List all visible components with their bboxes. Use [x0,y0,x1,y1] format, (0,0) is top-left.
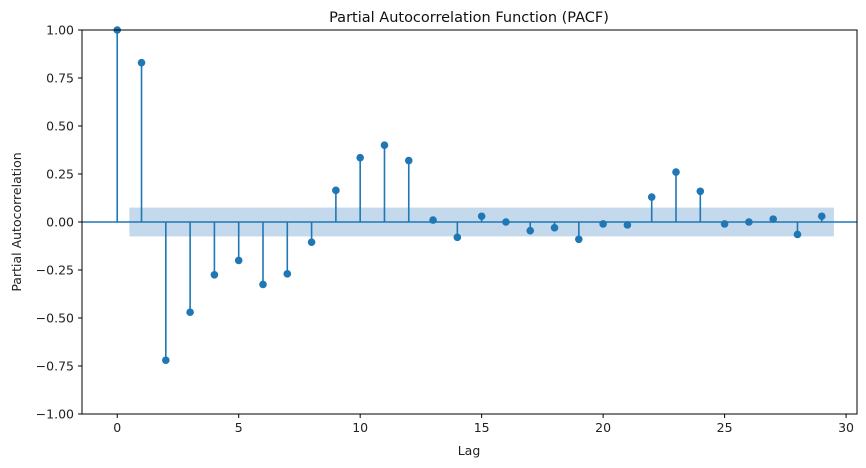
stem-lag-29 [817,212,826,222]
stem-marker [696,187,705,196]
stem-marker [380,141,389,149]
stem-marker [429,216,437,224]
stem-marker [769,215,777,223]
stem-marker [137,58,146,67]
stem-marker [283,270,292,278]
x-axis-label: Lag [458,443,481,458]
stem-lag-0 [113,26,122,222]
stem-marker [162,356,170,365]
x-tick-label: 30 [838,420,854,435]
x-tick-label: 25 [717,420,733,435]
stem-lag-22 [647,193,656,222]
y-tick-label: −1.00 [36,407,74,422]
x-tick-label: 0 [113,420,121,435]
stem-marker [404,156,413,165]
chart-title: Partial Autocorrelation Function (PACF) [329,10,609,26]
stem-lag-4 [210,222,219,279]
stem-lag-8 [307,222,316,246]
stem-marker [745,218,753,226]
y-tick-label: 1.00 [46,23,74,38]
stem-lag-21 [623,221,632,229]
stem-lag-1 [137,58,146,222]
stem-lag-11 [380,141,389,222]
x-tick-label: 20 [595,420,611,435]
y-axis-label: Partial Autocorrelation [9,152,24,291]
stem-marker [672,168,680,176]
x-tick-label: 15 [474,420,490,435]
stem-lag-5 [234,222,243,265]
stem-lag-3 [186,222,194,317]
stem-marker [210,271,219,279]
stem-lag-12 [404,156,413,222]
y-tick-label: 0.00 [46,215,74,230]
stem-lag-25 [720,220,729,228]
stem-lag-18 [550,222,559,232]
x-tick-label: 5 [235,420,243,435]
stem-lag-6 [259,222,267,289]
y-tick-label: −0.25 [36,263,74,278]
stem-marker [259,280,267,289]
stem-marker [817,212,826,221]
stem-lag-15 [477,212,486,222]
stem-marker [234,256,243,265]
stem-marker [356,153,364,162]
stem-lag-2 [162,222,170,365]
stem-lag-7 [283,222,292,278]
stem-marker [623,221,632,229]
stem-lag-24 [696,187,705,222]
stem-marker [186,308,194,317]
stem-marker [453,233,462,242]
stem-marker [793,230,802,239]
y-tick-label: −0.50 [36,311,74,326]
stem-lag-14 [453,222,462,242]
stem-marker [647,193,656,201]
stem-marker [599,220,607,228]
y-tick-label: 0.25 [46,167,74,182]
stem-lag-17 [526,222,535,235]
stem-marker [720,220,729,228]
stem-marker [332,186,340,195]
stem-marker [575,235,583,244]
stem-layer [113,26,826,365]
y-ticks: −1.00 −0.75 −0.50 −0.25 0.00 0.25 0.50 0.75 1.00 [36,23,82,422]
stem-lag-16 [502,218,510,226]
y-tick-label: 0.75 [46,71,74,86]
stem-lag-9 [332,186,340,222]
stem-lag-20 [599,220,607,228]
stem-lag-26 [745,218,753,226]
stem-lag-13 [429,216,437,224]
stem-marker [550,223,559,232]
x-ticks: 0 5 10 15 20 25 30 [113,414,854,435]
stem-lag-10 [356,153,364,222]
x-tick-label: 10 [352,420,368,435]
stem-lag-19 [575,222,583,244]
stem-lag-27 [769,215,777,223]
stem-marker [526,226,535,235]
y-tick-label: 0.50 [46,119,74,134]
stem-marker [307,238,316,246]
stem-lag-23 [672,168,680,222]
y-tick-label: −0.75 [36,359,74,374]
stem-marker [502,218,510,226]
stem-marker [477,212,486,221]
stem-lag-28 [793,222,802,239]
